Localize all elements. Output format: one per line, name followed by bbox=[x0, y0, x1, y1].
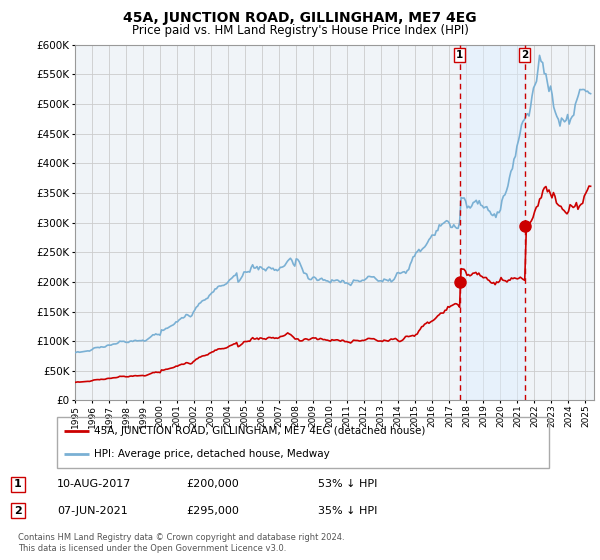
Text: 45A, JUNCTION ROAD, GILLINGHAM, ME7 4EG (detached house): 45A, JUNCTION ROAD, GILLINGHAM, ME7 4EG … bbox=[94, 426, 425, 436]
Text: HPI: Average price, detached house, Medway: HPI: Average price, detached house, Medw… bbox=[94, 449, 329, 459]
Text: 45A, JUNCTION ROAD, GILLINGHAM, ME7 4EG: 45A, JUNCTION ROAD, GILLINGHAM, ME7 4EG bbox=[123, 11, 477, 25]
Text: £295,000: £295,000 bbox=[186, 506, 239, 516]
Text: 1: 1 bbox=[456, 50, 463, 60]
Text: Contains HM Land Registry data © Crown copyright and database right 2024.
This d: Contains HM Land Registry data © Crown c… bbox=[18, 533, 344, 553]
Bar bbox=[460, 45, 525, 400]
Text: 10-AUG-2017: 10-AUG-2017 bbox=[57, 479, 131, 489]
Text: Price paid vs. HM Land Registry's House Price Index (HPI): Price paid vs. HM Land Registry's House … bbox=[131, 24, 469, 36]
Text: 1: 1 bbox=[14, 479, 22, 489]
Text: 07-JUN-2021: 07-JUN-2021 bbox=[57, 506, 128, 516]
Text: 2: 2 bbox=[14, 506, 22, 516]
Text: 2: 2 bbox=[521, 50, 529, 60]
Text: 53% ↓ HPI: 53% ↓ HPI bbox=[318, 479, 377, 489]
Text: 35% ↓ HPI: 35% ↓ HPI bbox=[318, 506, 377, 516]
Text: £200,000: £200,000 bbox=[186, 479, 239, 489]
